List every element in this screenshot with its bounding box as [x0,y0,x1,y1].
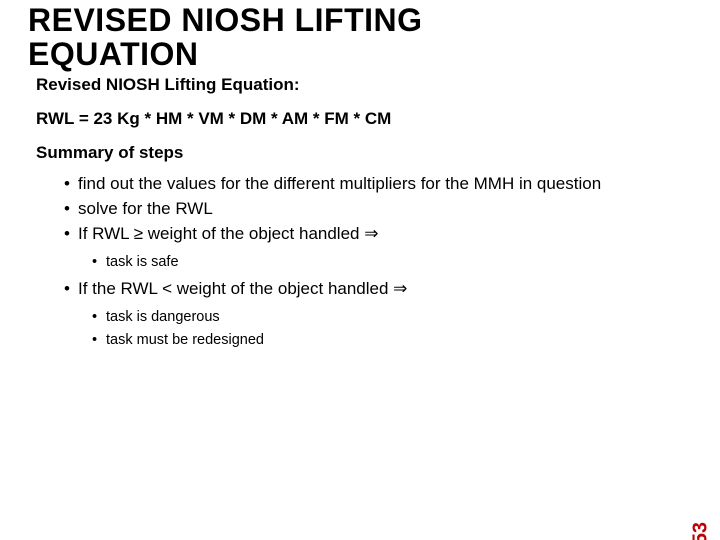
title-line-2: EQUATION [28,38,720,72]
list-item: • task is dangerous [92,307,680,327]
list-item: • find out the values for the different … [64,173,680,196]
bullet-icon: • [92,307,106,327]
bullet-text: task is dangerous [106,307,220,327]
bullet-text: find out the values for the different mu… [78,173,601,196]
bullet-icon: • [64,198,78,221]
summary-label: Summary of steps [36,143,680,163]
list-item: • task must be redesigned [92,330,680,350]
bullet-text: If the RWL < weight of the object handle… [78,278,407,301]
equation: RWL = 23 Kg * HM * VM * DM * AM * FM * C… [36,109,680,129]
bullet-icon: • [64,278,78,301]
slide: REVISED NIOSH LIFTING EQUATION Revised N… [0,0,720,540]
slide-content: Revised NIOSH Lifting Equation: RWL = 23… [0,71,720,350]
bullet-icon: • [64,223,78,246]
bullet-text: If RWL ≥ weight of the object handled ⇒ [78,223,378,246]
bullet-icon: • [64,173,78,196]
list-item: • If the RWL < weight of the object hand… [64,278,680,301]
bullet-list-1: • find out the values for the different … [36,173,680,246]
page-number: 53 [689,522,712,540]
sub-bullet-list-1: • task is safe [36,252,680,272]
bullet-list-2: • If the RWL < weight of the object hand… [36,278,680,301]
bullet-text: task must be redesigned [106,330,264,350]
bullet-icon: • [92,252,106,272]
list-item: • task is safe [92,252,680,272]
title-line-1: REVISED NIOSH LIFTING [28,4,720,38]
bullet-text: task is safe [106,252,179,272]
bullet-text: solve for the RWL [78,198,213,221]
list-item: • If RWL ≥ weight of the object handled … [64,223,680,246]
subtitle: Revised NIOSH Lifting Equation: [36,75,680,95]
list-item: • solve for the RWL [64,198,680,221]
bullet-icon: • [92,330,106,350]
sub-bullet-list-2: • task is dangerous • task must be redes… [36,307,680,350]
slide-title: REVISED NIOSH LIFTING EQUATION [0,0,720,71]
